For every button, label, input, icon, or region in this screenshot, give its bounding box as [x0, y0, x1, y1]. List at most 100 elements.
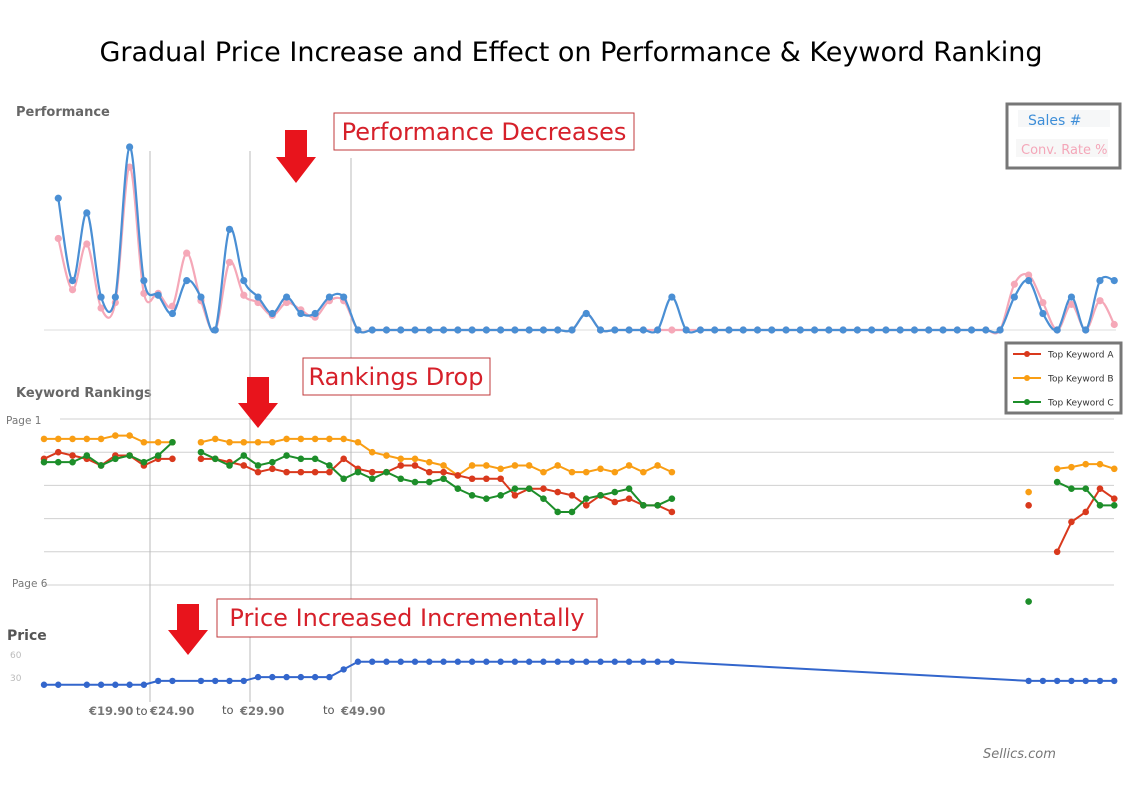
price-point: [497, 658, 504, 665]
ranking-point: [254, 468, 262, 476]
ranking-point: [112, 432, 119, 439]
ranking-point: [254, 438, 262, 446]
rankings-grid: [44, 418, 1114, 586]
ranking-point: [197, 455, 205, 463]
price-point: [240, 677, 247, 685]
performance-point: [768, 326, 776, 334]
ranking-point: [454, 472, 462, 479]
rankings-label: Keyword Rankings: [16, 386, 152, 401]
performance-point: [625, 326, 633, 334]
ranking-point: [640, 502, 647, 509]
ranking-point: [511, 462, 519, 469]
performance-point: [468, 326, 476, 334]
ranking-point: [525, 462, 533, 469]
ranking-point: [383, 468, 390, 476]
price-point: [269, 673, 276, 681]
ranking-point: [397, 462, 405, 469]
ranking-line: [44, 441, 174, 467]
price-point: [326, 673, 333, 681]
price-point: [440, 658, 447, 665]
legend-conv-rate: Conv. Rate %: [1021, 143, 1108, 158]
ranking-point: [126, 432, 133, 439]
ranking-point: [511, 485, 519, 493]
price-line: [44, 660, 1115, 686]
ranking-point: [83, 452, 91, 459]
performance-point: [83, 240, 91, 248]
ranking-point: [211, 435, 219, 443]
performance-point: [554, 326, 562, 334]
ranking-point: [568, 492, 576, 499]
ranking-point: [97, 435, 105, 443]
ranking-point: [311, 468, 319, 476]
price-point: [212, 677, 219, 685]
performance-label: Performance: [16, 105, 110, 120]
ranking-point: [511, 492, 519, 499]
ranking-point: [625, 495, 633, 502]
ranking-point: [326, 462, 333, 469]
ranking-point: [340, 475, 347, 483]
ranking-point: [468, 492, 476, 499]
performance-point: [183, 276, 191, 285]
ranking-point: [326, 468, 333, 476]
performance-point: [225, 225, 234, 233]
performance-point: [1025, 276, 1033, 285]
price-tick-60: 60: [10, 651, 22, 661]
ranking-point: [397, 475, 405, 483]
price-point: [1053, 677, 1061, 685]
price-point: [197, 677, 205, 685]
performance-point: [282, 298, 291, 307]
performance-point: [996, 326, 1004, 334]
performance-point: [1110, 276, 1118, 285]
ranking-point: [226, 438, 233, 446]
price-point: [354, 658, 362, 665]
ranking-point: [311, 435, 319, 443]
ranking-point: [625, 485, 633, 493]
ranking-point: [169, 438, 176, 446]
price-point: [126, 681, 133, 688]
price-point: [1068, 677, 1075, 685]
ranking-point: [269, 438, 276, 446]
series-marks: [40, 143, 1118, 688]
ranking-point: [554, 462, 562, 469]
price-point: [311, 673, 319, 681]
ranking-point: [483, 495, 490, 502]
performance-point: [825, 326, 833, 334]
legend-marker: [1024, 351, 1030, 357]
price-tick-30: 30: [10, 674, 22, 684]
ranking-point: [611, 498, 619, 506]
performance-point: [596, 326, 605, 334]
performance-point: [439, 326, 448, 334]
price-to-word-1: to: [136, 704, 148, 718]
ranking-point: [269, 465, 276, 473]
ranking-point: [1110, 495, 1118, 502]
price-point: [411, 658, 419, 665]
ranking-point: [254, 462, 262, 469]
performance-point: [54, 234, 62, 243]
ranking-point: [411, 478, 419, 486]
performance-point: [953, 326, 961, 334]
performance-point: [853, 326, 861, 334]
performance-point: [696, 326, 705, 334]
performance-point: [168, 302, 177, 310]
price-point: [668, 658, 676, 665]
annotation-price: Price Increased Incrementally: [216, 598, 598, 638]
ranking-point: [554, 488, 562, 496]
arrow-down-icon: [238, 377, 278, 428]
performance-point: [325, 293, 333, 301]
chart-title: Gradual Price Increase and Effect on Per…: [99, 37, 1042, 68]
performance-point: [1039, 298, 1047, 307]
performance-point: [1096, 297, 1104, 305]
ranking-point: [340, 455, 347, 463]
price-point: [383, 658, 390, 665]
ranking-point: [368, 468, 376, 476]
performance-point: [810, 326, 819, 334]
ranking-point: [297, 455, 305, 463]
ranking-point: [582, 502, 590, 509]
price-point: [654, 658, 661, 665]
performance-point: [225, 258, 234, 266]
ranking-point: [597, 465, 604, 473]
price-point: [1111, 677, 1118, 685]
ranking-point: [483, 475, 490, 483]
ranking-point: [240, 452, 248, 459]
